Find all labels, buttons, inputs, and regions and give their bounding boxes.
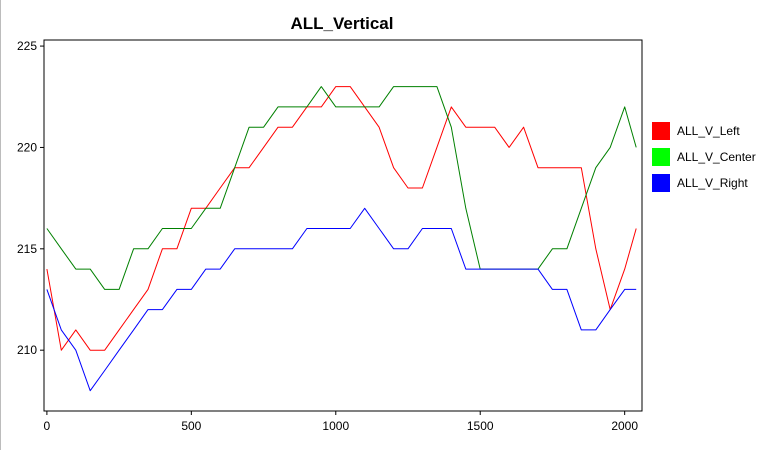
legend: ALL_V_Left ALL_V_Center ALL_V_Right bbox=[652, 122, 756, 192]
x-tick-label-1: 500 bbox=[181, 419, 201, 433]
y-tick-label-0: 210 bbox=[17, 343, 37, 357]
x-tick-label-0: 0 bbox=[44, 419, 51, 433]
series-line-1 bbox=[46, 86, 637, 290]
window-left-edge bbox=[0, 0, 1, 450]
y-tick-label-1: 215 bbox=[17, 242, 37, 256]
y-tick-label-2: 220 bbox=[17, 140, 37, 154]
legend-label-1: ALL_V_Center bbox=[677, 150, 756, 164]
y-tick-label-3: 225 bbox=[17, 39, 37, 53]
x-tick-label-3: 1500 bbox=[467, 419, 494, 433]
legend-label-2: ALL_V_Right bbox=[677, 176, 748, 190]
x-tick-label-2: 1000 bbox=[322, 419, 349, 433]
x-tick-label-4: 2000 bbox=[611, 419, 638, 433]
chart-title: ALL_Vertical bbox=[291, 14, 394, 33]
legend-swatch-1 bbox=[652, 148, 670, 166]
axis-layer: 0 500 1000 1500 2000 210 215 220 225 bbox=[17, 39, 638, 433]
legend-swatch-0 bbox=[652, 122, 670, 140]
series-line-0 bbox=[46, 86, 637, 351]
series-line-2 bbox=[46, 207, 637, 392]
plot-area bbox=[43, 39, 643, 412]
legend-label-0: ALL_V_Left bbox=[677, 124, 740, 138]
legend-swatch-2 bbox=[652, 174, 670, 192]
series-layer bbox=[46, 86, 637, 392]
